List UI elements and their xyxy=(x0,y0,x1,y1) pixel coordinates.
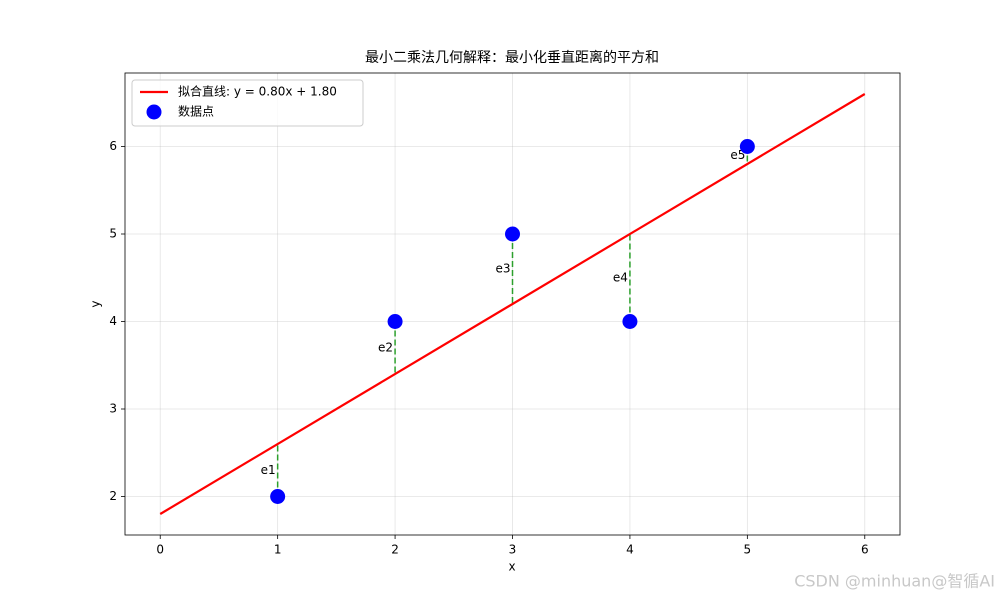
y-axis-label: y xyxy=(89,300,103,307)
residual-label: e4 xyxy=(613,270,628,284)
residual-label: e1 xyxy=(261,463,276,477)
x-tick-label: 3 xyxy=(509,543,517,557)
data-point xyxy=(739,139,755,154)
x-axis-label: x xyxy=(508,560,515,574)
legend-label: 拟合直线: y = 0.80x + 1.80 xyxy=(178,84,337,99)
y-tick-label: 3 xyxy=(109,402,117,416)
x-tick-label: 1 xyxy=(274,543,282,557)
chart-title: 最小二乘法几何解释：最小化垂直距离的平方和 xyxy=(365,49,659,66)
data-point xyxy=(387,314,403,329)
plot-frame xyxy=(124,72,901,536)
legend-swatch xyxy=(146,104,162,120)
data-point xyxy=(505,226,520,242)
y-tick-label: 2 xyxy=(109,489,117,503)
x-tick-label: 6 xyxy=(861,543,869,557)
y-tick-label: 4 xyxy=(109,314,117,328)
x-tick-label: 0 xyxy=(156,543,164,557)
fit-line xyxy=(159,93,866,515)
x-tick-label: 2 xyxy=(391,543,399,557)
residual-label: e2 xyxy=(378,340,393,354)
legend-box xyxy=(131,79,364,127)
data-point xyxy=(270,489,286,504)
x-tick-label: 5 xyxy=(744,543,752,557)
legend-label: 数据点 xyxy=(178,104,214,119)
residual-label: e3 xyxy=(495,262,510,276)
data-point xyxy=(622,314,638,329)
watermark: CSDN @minhuan@智循AI xyxy=(794,572,995,591)
y-tick-label: 5 xyxy=(109,227,117,241)
y-tick-label: 6 xyxy=(109,139,117,153)
x-tick-label: 4 xyxy=(626,543,634,557)
